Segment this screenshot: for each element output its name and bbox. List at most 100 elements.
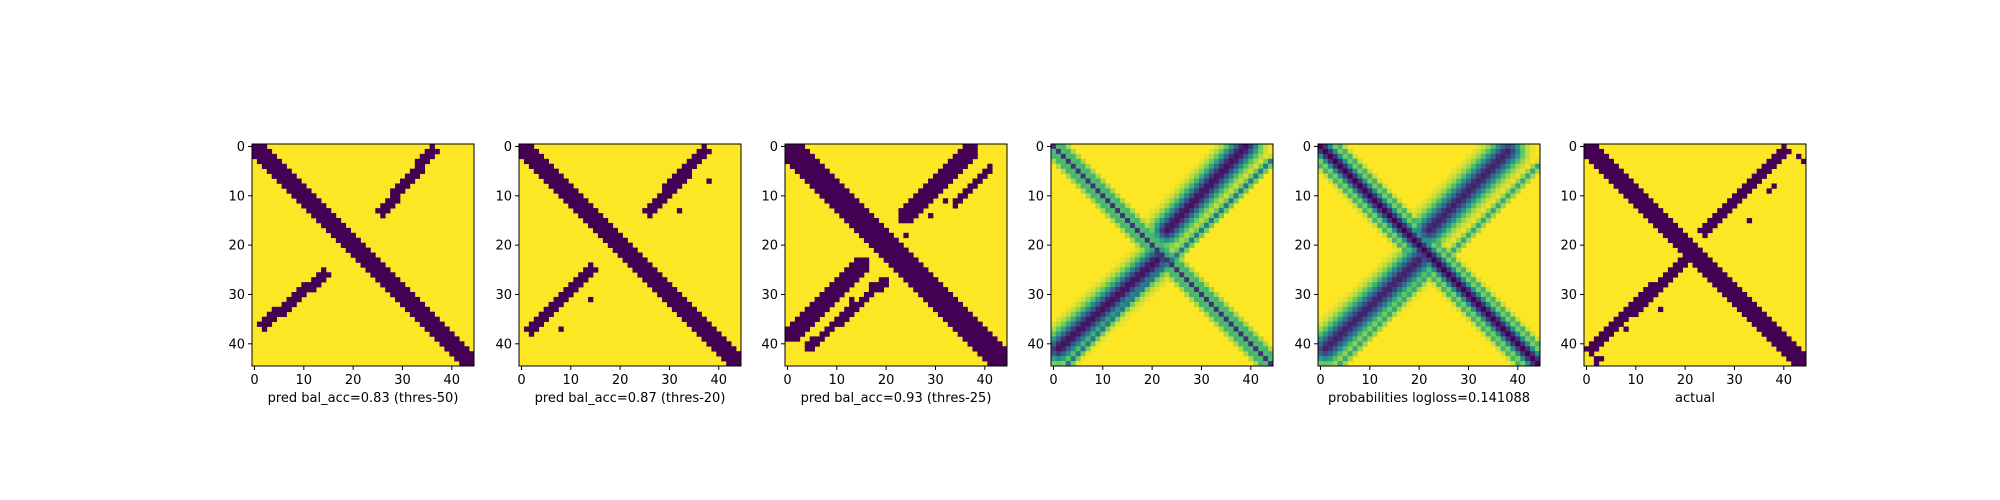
- heatmap-cell: [1134, 232, 1141, 239]
- heatmap-cell: [271, 158, 278, 165]
- heatmap-cell: [1431, 247, 1437, 253]
- heatmap-cell: [1115, 287, 1121, 293]
- heatmap-cell: [726, 341, 732, 347]
- heatmap-cell: [326, 272, 332, 278]
- heatmap-cell: [1134, 222, 1141, 229]
- heatmap-cell: [1189, 227, 1195, 234]
- heatmap-cell: [1233, 188, 1239, 194]
- heatmap-cell: [326, 227, 332, 234]
- heatmap-cell: [1451, 198, 1457, 204]
- heatmap-cell: [1051, 361, 1057, 367]
- heatmap-cell: [1396, 287, 1403, 293]
- heatmap-cell: [652, 287, 658, 293]
- heatmap-cell: [1362, 311, 1368, 318]
- heatmap-cell: [1258, 144, 1264, 150]
- heatmap-cell: [893, 267, 899, 273]
- heatmap-cell: [1475, 188, 1482, 194]
- heatmap-cell: [1213, 301, 1220, 308]
- heatmap-cell: [711, 331, 717, 337]
- heatmap-cell: [1070, 321, 1077, 327]
- x-tick-label: 30: [1460, 373, 1477, 388]
- heatmap-cell: [1342, 292, 1348, 298]
- heatmap-cell: [1120, 213, 1126, 219]
- heatmap-cell: [1781, 351, 1787, 357]
- heatmap-cell: [1367, 336, 1373, 342]
- heatmap-cell: [1332, 341, 1339, 347]
- heatmap-cell: [627, 242, 633, 248]
- y-tick-label: 0: [1036, 140, 1044, 155]
- heatmap-cell: [583, 198, 589, 204]
- heatmap-cell: [607, 222, 614, 229]
- heatmap-cell: [1149, 213, 1155, 219]
- heatmap-cell: [942, 163, 949, 170]
- heatmap-cell: [1456, 227, 1462, 234]
- heatmap-cell: [1702, 257, 1708, 263]
- heatmap-cell: [952, 316, 959, 322]
- heatmap-cell: [1223, 301, 1229, 308]
- heatmap-cell: [804, 306, 811, 313]
- heatmap-cell: [1530, 331, 1536, 337]
- heatmap-cell: [1189, 173, 1195, 179]
- heatmap-cell: [854, 218, 860, 224]
- heatmap-cell: [1357, 301, 1363, 308]
- heatmap-cell: [1194, 198, 1200, 204]
- heatmap-cell: [1475, 277, 1482, 283]
- heatmap-cell: [1070, 153, 1077, 160]
- heatmap-cell: [1392, 242, 1398, 248]
- heatmap-cell: [261, 163, 268, 170]
- heatmap-cell: [1480, 188, 1487, 194]
- axes-frame: [251, 143, 475, 367]
- heatmap-cell: [839, 213, 845, 219]
- heatmap-cell: [568, 203, 574, 209]
- heatmap-cell: [854, 262, 860, 268]
- heatmap-cell: [385, 282, 391, 288]
- heatmap-cell: [414, 311, 421, 318]
- heatmap-cell: [1352, 287, 1358, 293]
- heatmap-cell: [419, 301, 426, 308]
- heatmap-cell: [883, 227, 889, 234]
- heatmap-cell: [1406, 242, 1413, 248]
- heatmap-cell: [1510, 168, 1516, 174]
- heatmap-cell: [1055, 346, 1062, 352]
- heatmap-cell: [1070, 301, 1077, 308]
- heatmap-cell: [908, 252, 914, 258]
- heatmap-cell: [1105, 311, 1111, 318]
- heatmap-cell: [1466, 277, 1472, 283]
- heatmap-cell: [1194, 188, 1200, 194]
- heatmap-cell: [306, 188, 312, 194]
- heatmap-cell: [1470, 316, 1477, 322]
- heatmap-cell: [1677, 262, 1684, 268]
- heatmap-cell: [1766, 188, 1772, 194]
- heatmap-cell: [868, 287, 875, 293]
- heatmap-cell: [888, 247, 894, 253]
- heatmap-cell: [1515, 341, 1521, 347]
- heatmap-cell: [593, 208, 599, 214]
- heatmap-cell: [1085, 311, 1091, 318]
- heatmap-cell: [898, 262, 904, 268]
- heatmap-cell: [1633, 306, 1639, 313]
- heatmap-cell: [1105, 316, 1111, 322]
- heatmap-cell: [1480, 158, 1487, 165]
- heatmap-cell: [1451, 183, 1457, 189]
- heatmap-cell: [1722, 208, 1728, 214]
- heatmap-cell: [612, 242, 619, 248]
- heatmap-cell: [1154, 262, 1160, 268]
- heatmap-cell: [1095, 178, 1101, 184]
- heatmap-cell: [568, 183, 574, 189]
- heatmap-cell: [1110, 296, 1116, 303]
- heatmap-cell: [1505, 193, 1511, 199]
- heatmap-cell: [1791, 341, 1797, 347]
- heatmap-cell: [568, 287, 574, 293]
- heatmap-cell: [1692, 257, 1698, 263]
- heatmap-cell: [1598, 341, 1605, 347]
- heatmap-cell: [1588, 144, 1595, 150]
- heatmap-cell: [888, 262, 894, 268]
- heatmap-cell: [1766, 158, 1772, 165]
- heatmap-cell: [839, 193, 845, 199]
- heatmap-cell: [1480, 148, 1487, 155]
- heatmap-cell: [1125, 301, 1131, 308]
- heatmap-cell: [1208, 183, 1215, 189]
- heatmap-cell: [908, 272, 914, 278]
- heatmap-cell: [1525, 153, 1531, 160]
- heatmap-cell: [622, 252, 628, 258]
